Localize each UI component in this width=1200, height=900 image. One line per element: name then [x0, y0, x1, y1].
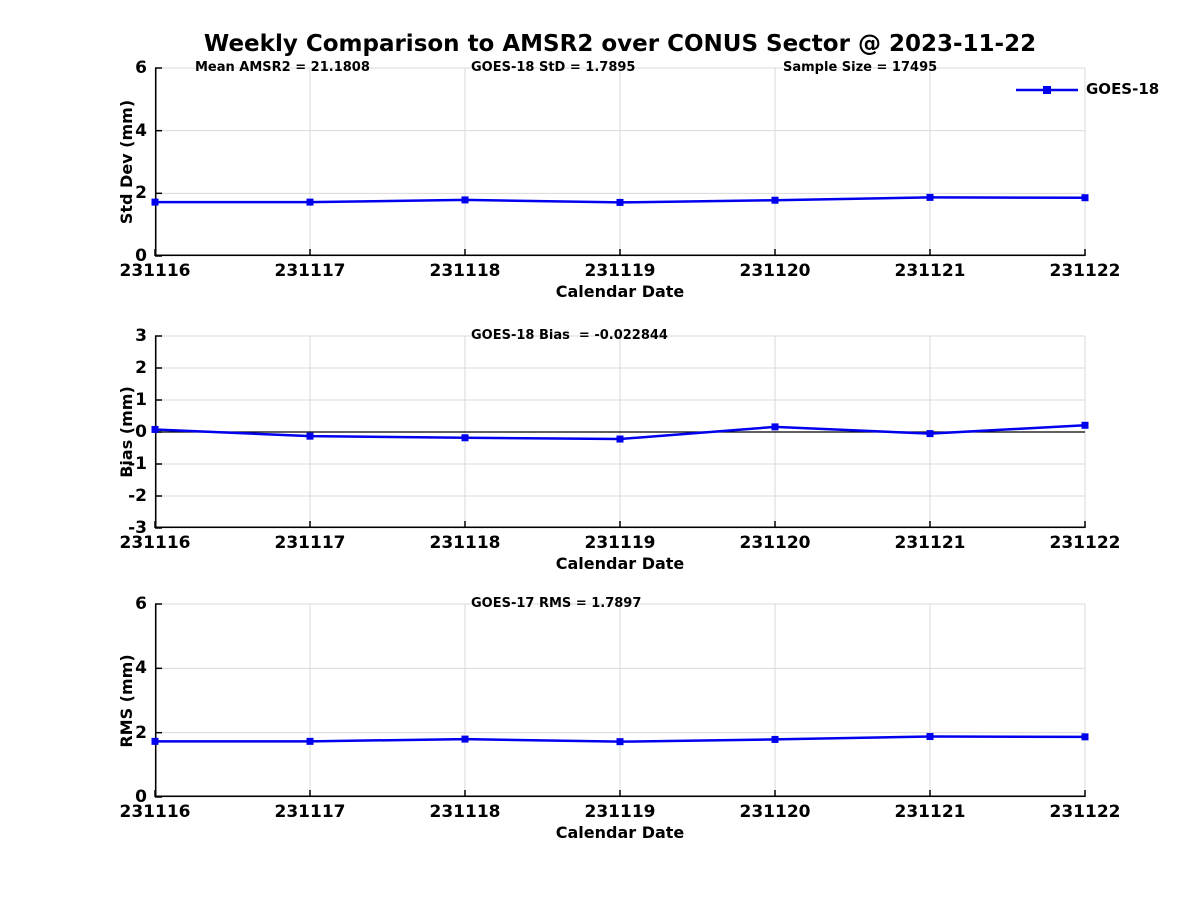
x-tick-label: 231122 [1049, 261, 1121, 281]
y-tick-label: 2 [135, 358, 147, 378]
x-axis-label: Calendar Date [555, 823, 685, 842]
rms-subplot: RMS (mm) GOES-17 RMS = 1.7897 Calendar D… [117, 594, 1120, 842]
plot-canvas [151, 67, 1089, 257]
y-tick-label: -3 [128, 518, 147, 538]
x-tick-label: 231116 [119, 533, 191, 553]
legend: GOES-18 [1016, 82, 1159, 97]
gridlines [154, 603, 1086, 798]
legend-label: GOES-18 [1086, 80, 1160, 98]
x-tick-label: 231118 [429, 533, 501, 553]
y-axis-label: RMS (mm) [117, 653, 136, 748]
y-tick-label: 0 [135, 246, 147, 266]
x-tick-label: 231120 [739, 261, 811, 281]
annotation-mean-amsr2: Mean AMSR2 = 21.1808 [195, 60, 370, 75]
annotation-goes18-std: GOES-18 StD = 1.7895 [471, 60, 636, 75]
y-tick-label: 1 [135, 390, 147, 410]
y-tick-label: 2 [135, 183, 147, 204]
x-tick-label: 231120 [739, 533, 811, 553]
x-tick-label: 231117 [274, 533, 346, 553]
std-dev-subplot: Std Dev (mm) Mean AMSR2 = 21.1808 GOES-1… [117, 58, 1120, 301]
y-tick-label: 4 [135, 120, 147, 141]
x-tick-label: 231122 [1049, 533, 1121, 553]
y-tick-label: 2 [135, 722, 147, 743]
x-tick-label: 231116 [119, 802, 191, 822]
gridlines [154, 67, 1086, 257]
chart-title: Weekly Comparison to AMSR2 over CONUS Se… [203, 31, 1037, 57]
plot-canvas [151, 603, 1089, 798]
plot-canvas [151, 335, 1089, 529]
annotation-sample-size: Sample Size = 17495 [783, 60, 938, 75]
series-markers [151, 421, 1089, 443]
y-tick-label: -1 [128, 454, 147, 474]
axis-lines [154, 67, 1086, 257]
annotation-goes17-rms: GOES-17 RMS = 1.7897 [471, 596, 642, 611]
x-tick-label: 231122 [1049, 802, 1121, 822]
y-tick-label: 3 [135, 326, 147, 346]
legend-line-sample [1016, 85, 1078, 94]
y-tick-label: 0 [135, 422, 147, 442]
annotation-goes18-bias: GOES-18 Bias = -0.022844 [471, 328, 668, 343]
x-tick-label: 231118 [429, 802, 501, 822]
x-tick-label: 231118 [429, 261, 501, 281]
series-markers [151, 193, 1089, 206]
y-tick-label: 6 [135, 594, 147, 614]
x-tick-label: 231121 [894, 261, 966, 281]
x-tick-label: 231117 [274, 261, 346, 281]
axis-lines [154, 603, 1086, 798]
x-tick-label: 231119 [584, 261, 656, 281]
x-tick-label: 231116 [119, 261, 191, 281]
legend-marker-icon [1043, 85, 1051, 94]
y-tick-label: -2 [128, 486, 147, 506]
x-tick-label: 231117 [274, 802, 346, 822]
bias-subplot: Bias (mm) GOES-18 Bias = -0.022844 Calen… [117, 326, 1120, 573]
x-tick-label: 231119 [584, 533, 656, 553]
y-tick-label: 6 [135, 58, 147, 78]
series-markers [151, 733, 1089, 746]
y-axis-label: Std Dev (mm) [117, 99, 136, 225]
y-tick-label: 4 [135, 658, 147, 679]
x-tick-label: 231121 [894, 533, 966, 553]
y-tick-label: 0 [135, 787, 147, 807]
x-axis-label: Calendar Date [555, 282, 685, 301]
x-tick-label: 231121 [894, 802, 966, 822]
x-tick-label: 231120 [739, 802, 811, 822]
x-tick-label: 231119 [584, 802, 656, 822]
x-axis-label: Calendar Date [555, 554, 685, 573]
